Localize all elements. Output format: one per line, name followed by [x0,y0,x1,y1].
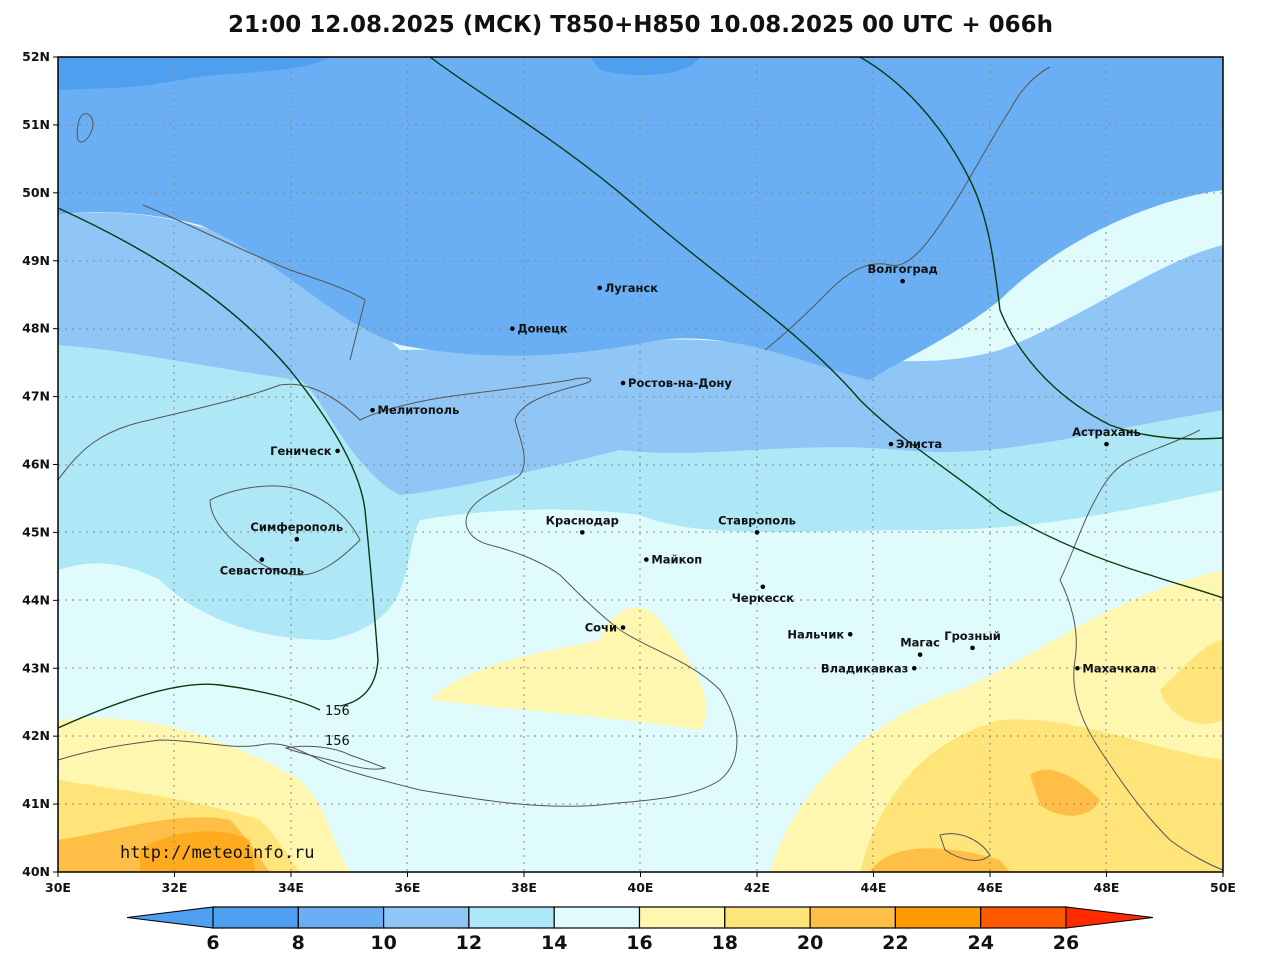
city-marker [760,584,766,590]
lon-tick-label: 32E [162,880,188,895]
lat-tick-label: 51N [22,117,50,132]
lat-tick-label: 48N [22,321,50,336]
lat-tick-label: 52N [22,49,50,64]
colorbar-segment [212,906,299,929]
city-label: Астрахань [1072,425,1141,439]
colorbar-segment [724,906,811,929]
city-marker [917,652,923,657]
colorbar-label: 6 [206,932,219,954]
colorbar: 6 8 10 12 14 16 18 20 22 24 26 [126,906,1154,954]
colorbar-label: 12 [456,932,482,954]
city-marker [597,285,603,291]
city-marker [620,380,626,386]
city-label: Сочи [585,621,617,635]
lat-tick-label: 42N [22,728,50,743]
coastlines [58,66,1223,871]
lat-tick-label: 45N [22,524,50,539]
city-label: Ставрополь [718,513,796,527]
colorbar-segment [468,906,555,929]
city-marker [1104,441,1109,447]
city-marker [259,557,265,562]
city-label: Черкесск [732,591,795,605]
lat-tick-label: 44N [22,592,50,607]
city-label: Ростов-на-Дону [628,376,732,390]
city-marker [970,645,975,651]
colorbar-label: 20 [797,932,823,954]
colorbar-label: 18 [712,932,738,954]
city-label: Нальчик [787,627,844,641]
lat-tick-label: 40N [22,864,50,879]
city-marker [1075,665,1080,671]
lon-tick-label: 34E [278,880,304,895]
colorbar-segment [638,906,726,929]
lon-tick-label: 50E [1210,880,1236,895]
map-title: 21:00 12.08.2025 (МСК) T850+H850 10.08.2… [227,12,1053,38]
city-marker [911,665,917,671]
city-marker [888,441,894,447]
colorbar-segment [809,906,896,929]
lon-tick-label: 40E [628,880,654,895]
contour-label-2: 156 [325,734,350,749]
colorbar-min-arrow [126,906,214,929]
colorbar-label: 16 [626,932,652,954]
geopotential-contours [58,57,1223,729]
city-marker [644,557,649,562]
colorbar-label: 10 [370,932,396,954]
city-label: Волгоград [867,262,937,276]
cities-layer: Волгоград Луганск Донецк Ростов-на-Дону Мели… [220,262,1157,675]
lat-tick-label: 49N [22,253,50,268]
lon-tick-label: 42E [744,880,770,895]
lat-tick-label: 43N [22,660,50,675]
city-marker [335,448,340,454]
lon-tick-label: 46E [977,880,1003,895]
city-label: Симферополь [250,520,343,534]
colorbar-label: 24 [967,932,993,954]
colorbar-segment [383,906,470,929]
city-marker [620,625,626,630]
city-label: Грозный [944,629,1001,643]
city-marker [510,326,515,331]
lat-tick-label: 47N [22,389,50,404]
lon-tick-label: 30E [45,880,71,895]
city-marker [847,631,853,637]
colorbar-segment [980,906,1067,929]
city-marker [579,530,585,535]
city-marker [754,530,760,535]
axis-labels: 30E 32E 34E 36E 38E 40E 42E 44E 46E 48E 50E 52N 51N 5… [22,49,1236,895]
city-label: Луганск [605,281,659,295]
lat-tick-label: 41N [22,796,50,811]
colorbar-segment [894,906,982,929]
city-label: Владикавказ [821,661,908,675]
lat-tick-label: 50N [22,185,50,200]
colorbar-segment [553,906,641,929]
city-label: Майкоп [651,553,702,567]
city-label: Магас [900,636,940,650]
lat-tick-label: 46N [22,457,50,472]
city-label: Махачкала [1082,661,1156,675]
city-marker [370,407,375,413]
colorbar-segment [297,906,385,929]
lon-tick-label: 48E [1094,880,1120,895]
lon-tick-label: 38E [511,880,537,895]
city-label: Геническ [270,444,332,458]
city-label: Мелитополь [378,403,460,417]
watermark: http://meteoinfo.ru [120,843,314,863]
colorbar-max-arrow [1065,906,1154,929]
colorbar-label: 8 [292,932,305,954]
city-label: Севастополь [220,564,304,578]
colorbar-label: 22 [882,932,908,954]
city-label: Краснодар [546,513,619,527]
colorbar-label: 14 [541,932,567,954]
lon-tick-label: 44E [861,880,887,895]
colorbar-label: 26 [1053,932,1079,954]
city-marker [900,278,905,284]
city-label: Донецк [517,322,567,336]
contour-label-1: 156 [325,704,350,719]
lon-tick-label: 36E [395,880,421,895]
city-label: Элиста [896,437,942,451]
city-marker [294,536,300,542]
